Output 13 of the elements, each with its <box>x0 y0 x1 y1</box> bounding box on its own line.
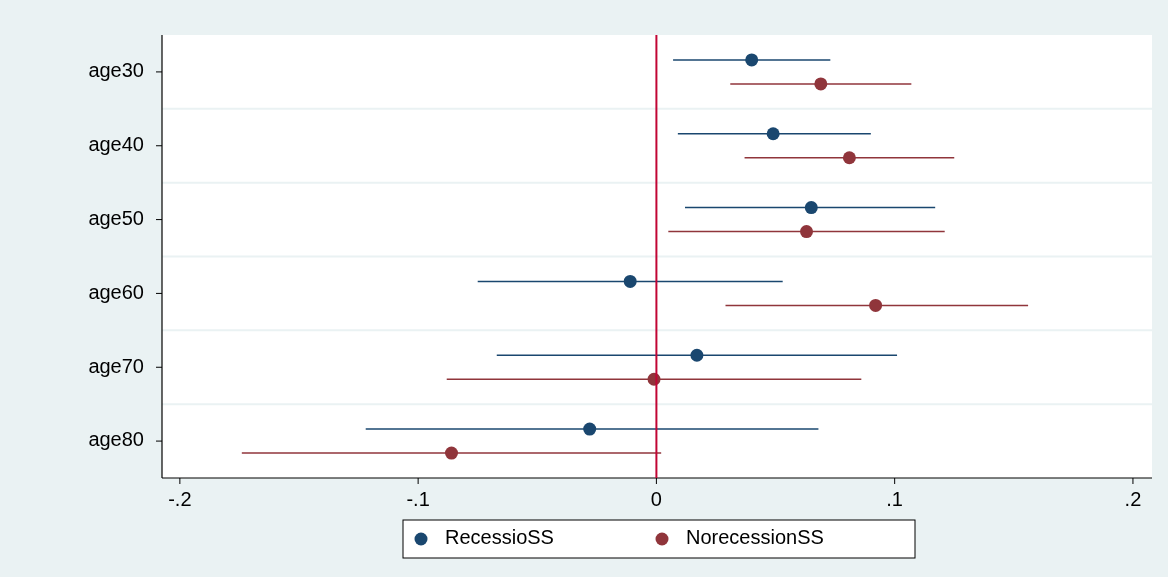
x-tick-label: .2 <box>1124 488 1142 510</box>
y-tick-label: age60 <box>88 280 144 303</box>
y-tick-label: age40 <box>88 133 144 156</box>
x-tick-label: -.2 <box>168 488 192 510</box>
x-tick-label: 0 <box>650 488 662 510</box>
y-tick-label: age50 <box>88 206 144 229</box>
y-tick-label: age70 <box>88 354 144 377</box>
x-tick-label: -.1 <box>406 488 430 510</box>
y-tick-label: age80 <box>88 428 144 451</box>
legend-label: NorecessionSS <box>686 526 824 549</box>
legend-label: RecessioSS <box>445 526 554 549</box>
y-tick-label: age30 <box>88 59 144 82</box>
x-tick-label: .1 <box>886 488 904 510</box>
